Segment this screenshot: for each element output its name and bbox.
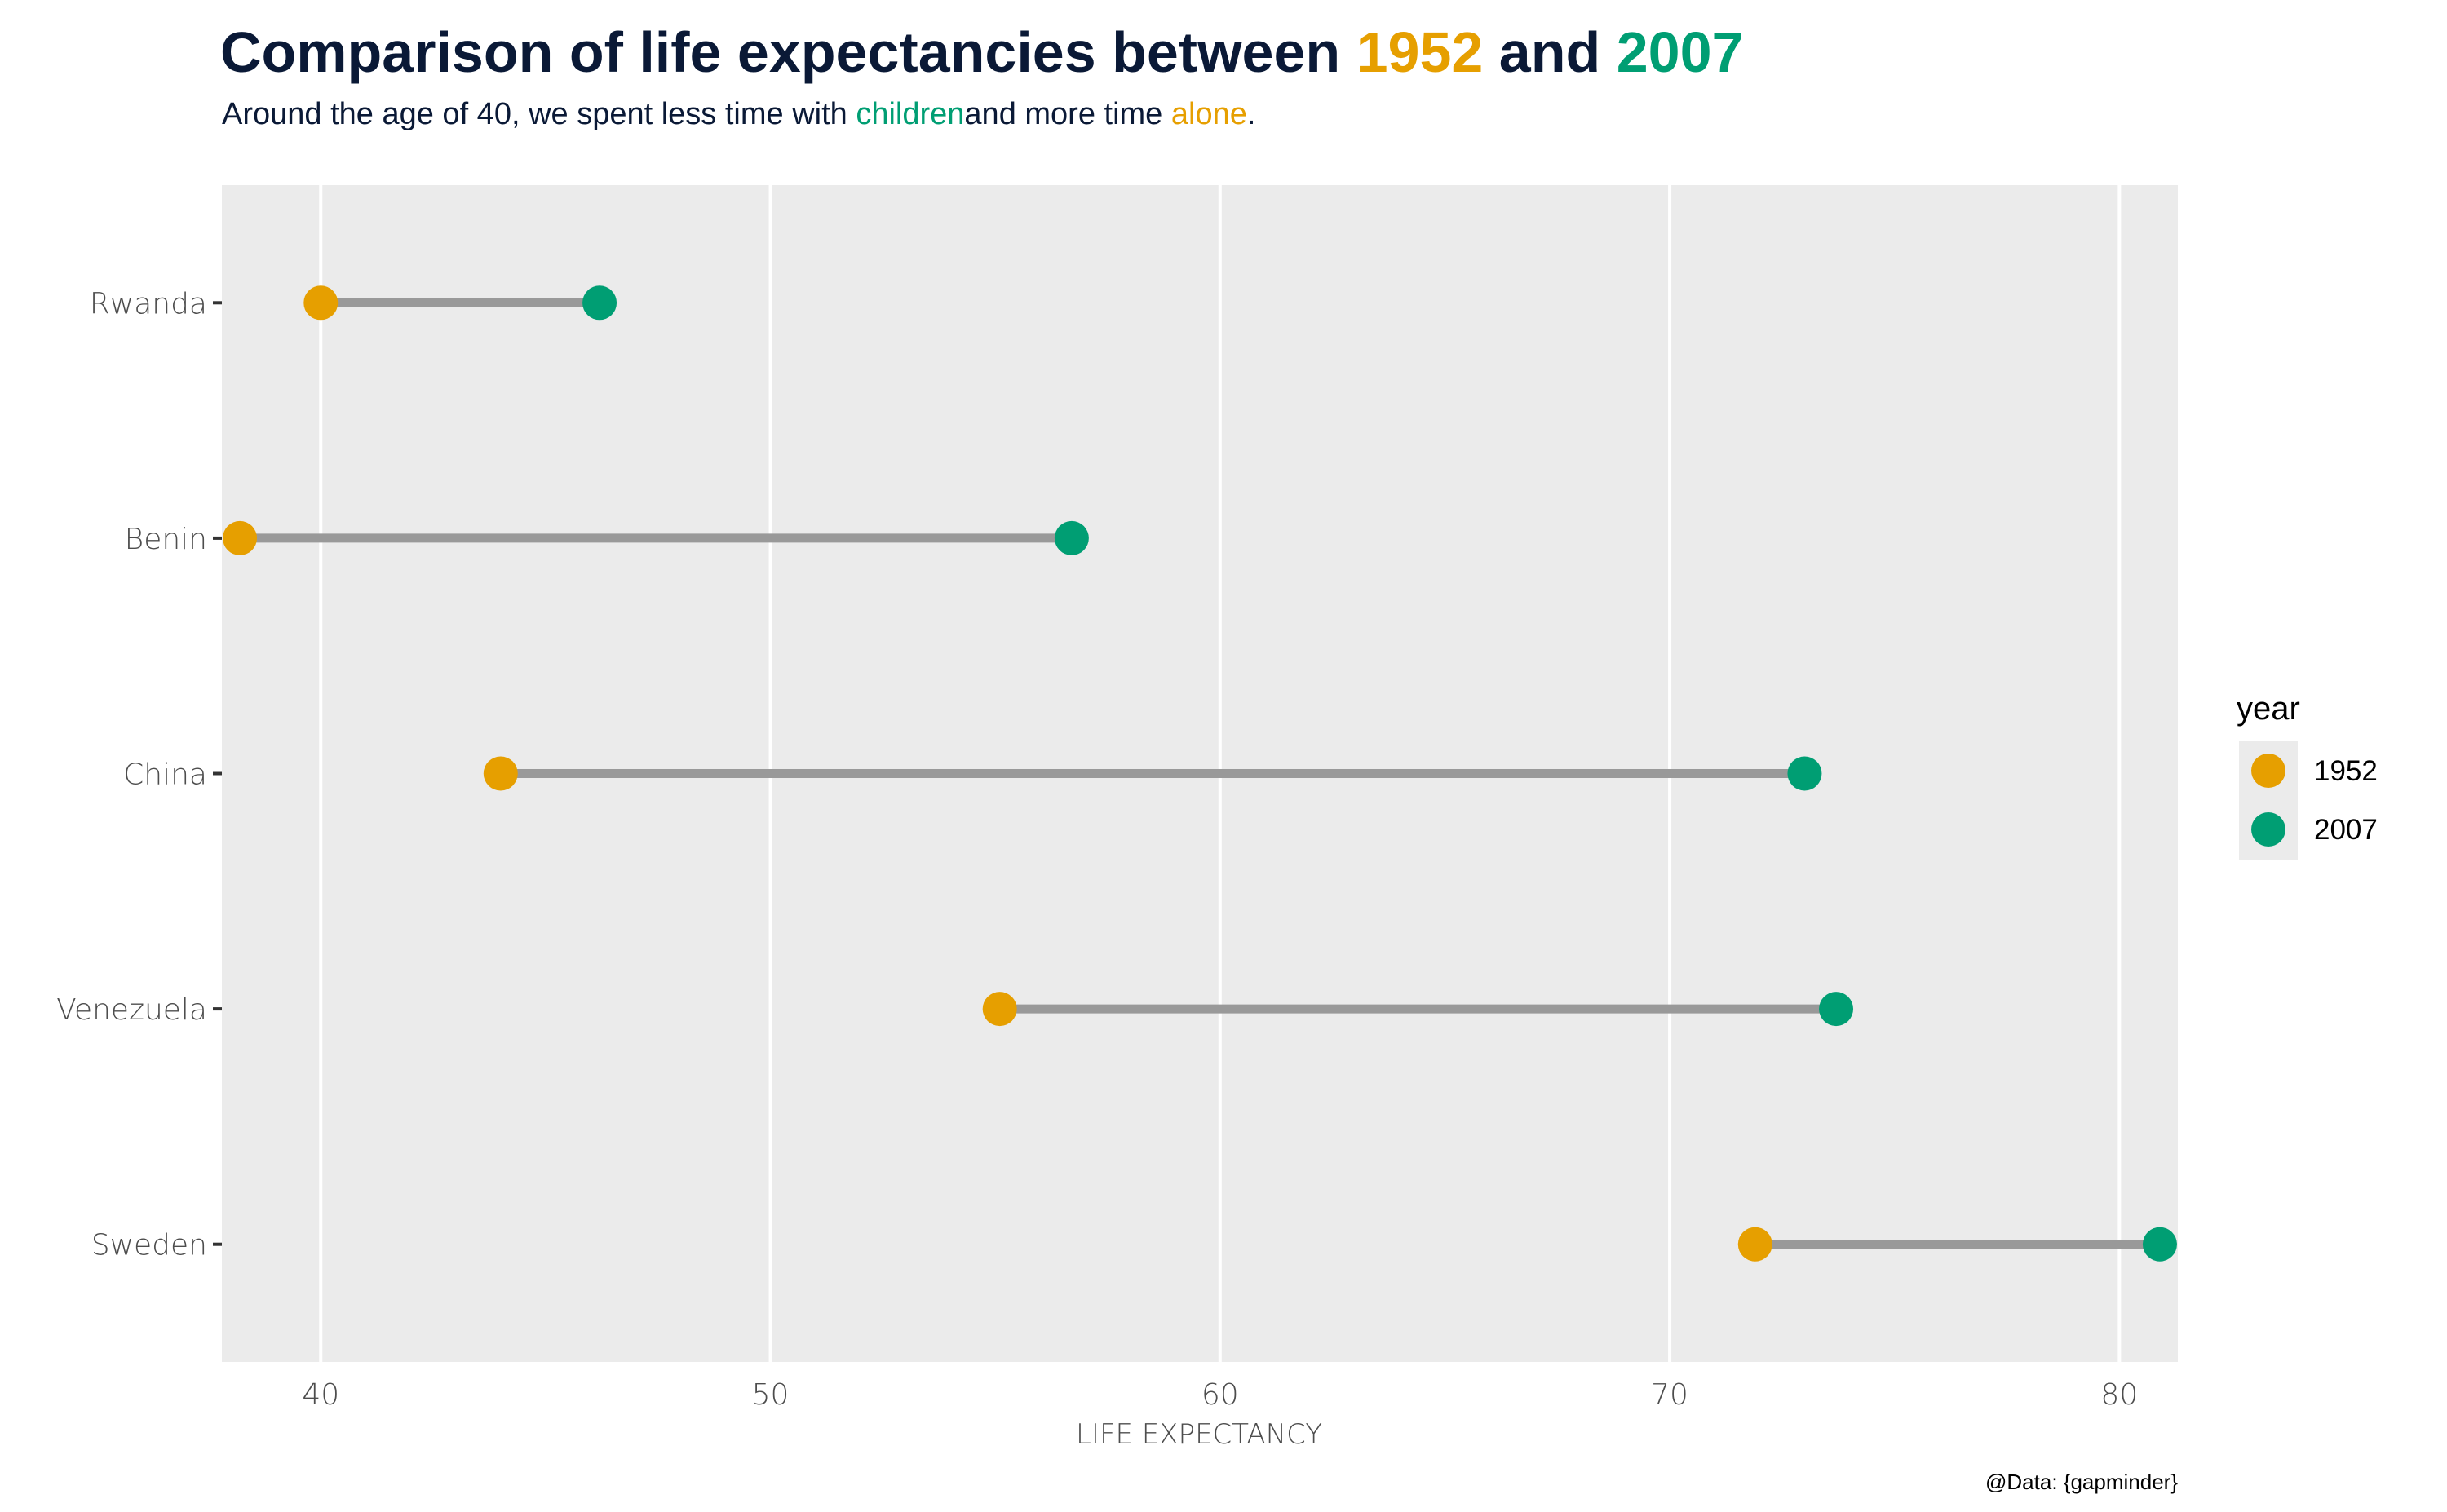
point-venezuela-1952: [982, 992, 1017, 1027]
y-tick-label-china: China: [123, 758, 207, 792]
data-points: [223, 285, 2177, 1262]
y-tick-label-benin: Benin: [125, 523, 207, 556]
x-tick-label-50: 50: [752, 1378, 790, 1412]
point-sweden-1952: [1737, 1227, 1772, 1262]
chart-subtitle: Around the age of 40, we spent less time…: [222, 97, 1255, 131]
legend-key-2007: [2251, 812, 2285, 847]
point-china-1952: [483, 756, 518, 791]
x-axis-title: LIFE EXPECTANCY: [1076, 1418, 1322, 1451]
data-caption: @Data: {gapminder}: [1985, 1470, 2178, 1494]
legend-label-2007: 2007: [2314, 814, 2378, 846]
x-tick-label-40: 40: [302, 1378, 339, 1412]
legend: year 1952 2007: [2237, 691, 2378, 860]
y-axis: Rwanda Benin China Venezuela Sweden: [56, 287, 222, 1262]
point-venezuela-2007: [1819, 992, 1854, 1027]
title-part-3: 2007: [1617, 20, 1744, 84]
x-tick-label-70: 70: [1651, 1378, 1688, 1412]
subtitle-part-2: and more time: [964, 97, 1170, 131]
legend-title: year: [2237, 691, 2300, 727]
legend-key-1952: [2251, 754, 2285, 788]
subtitle-part-4: .: [1247, 97, 1256, 131]
point-benin-1952: [223, 520, 258, 555]
connector-lines: [240, 298, 2160, 1249]
title-part-0: Comparison of life expectancies between: [220, 20, 1356, 84]
y-tick-label-rwanda: Rwanda: [90, 287, 207, 321]
chart-title: Comparison of life expectancies between …: [220, 20, 1743, 84]
title-part-1: 1952: [1356, 20, 1484, 84]
y-tick-label-venezuela: Venezuela: [56, 993, 207, 1027]
subtitle-part-0: Around the age of 40, we spent less time…: [222, 97, 856, 131]
point-china-2007: [1787, 756, 1822, 791]
subtitle-part-3: alone: [1171, 97, 1247, 131]
x-axis: 40 50 60 70 80: [302, 1378, 2138, 1412]
subtitle-part-1: children: [856, 97, 964, 131]
legend-label-1952: 1952: [2314, 755, 2378, 787]
point-rwanda-2007: [582, 285, 617, 321]
y-tick-label-sweden: Sweden: [91, 1229, 207, 1262]
point-sweden-2007: [2142, 1227, 2177, 1262]
x-tick-label-60: 60: [1201, 1378, 1239, 1412]
x-tick-label-80: 80: [2100, 1378, 2138, 1412]
title-part-2: and: [1483, 20, 1616, 84]
point-rwanda-1952: [303, 285, 339, 321]
point-benin-2007: [1054, 520, 1089, 555]
